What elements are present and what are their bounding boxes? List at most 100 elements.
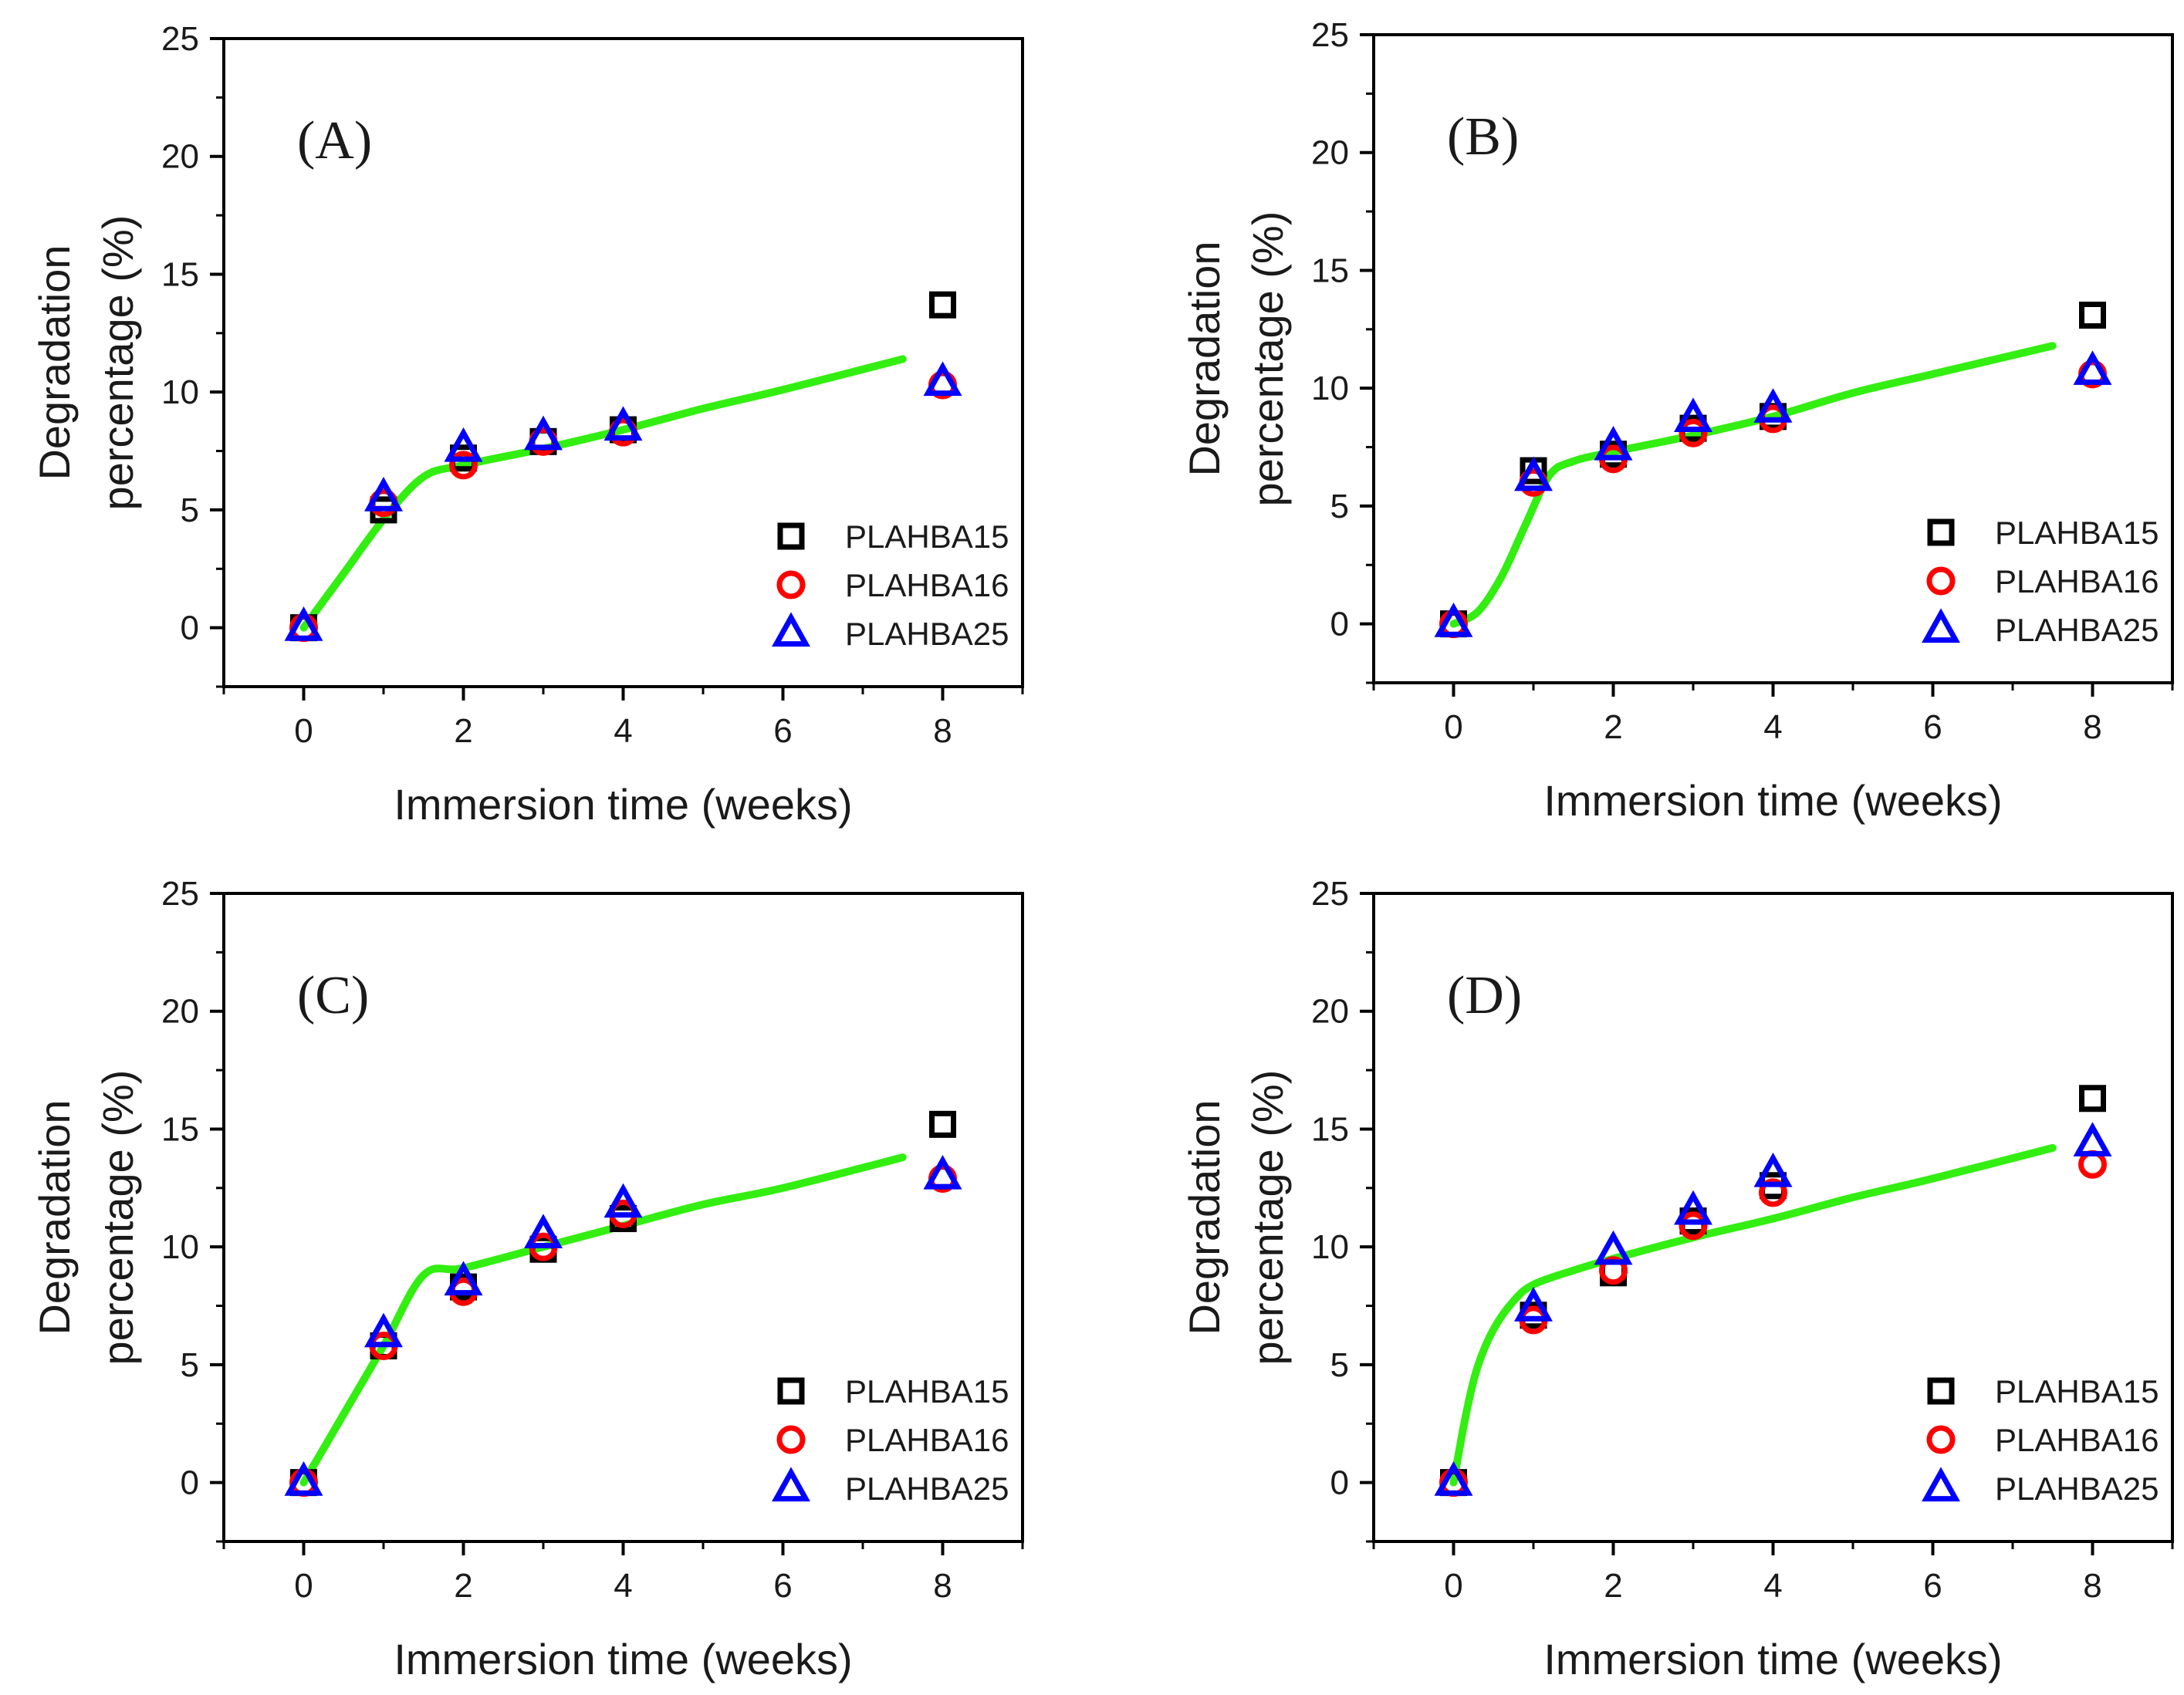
data-point-plahba16 bbox=[449, 451, 478, 480]
y-tick-label: 0 bbox=[1330, 1464, 1349, 1502]
legend-marker-plahba15 bbox=[1927, 1377, 1955, 1405]
legend-label-plahba25: PLAHBA25 bbox=[845, 1470, 1009, 1507]
x-tick-label: 6 bbox=[1923, 708, 1942, 746]
data-point-plahba25 bbox=[2073, 1122, 2112, 1156]
fit-curve bbox=[299, 1153, 907, 1487]
y-tick-label: 25 bbox=[1311, 16, 1349, 54]
y-tick-label: 20 bbox=[1311, 993, 1349, 1031]
legend-marker-plahba16 bbox=[1926, 566, 1956, 596]
x-axis-title: Immersion time (weeks) bbox=[1543, 1635, 2002, 1683]
x-tick-label: 0 bbox=[294, 1567, 313, 1605]
y-tick-label: 15 bbox=[161, 1110, 199, 1148]
data-point-plahba25 bbox=[1434, 1461, 1473, 1496]
y-tick-label: 0 bbox=[181, 1464, 199, 1502]
legend-marker-plahba16 bbox=[1926, 1425, 1956, 1454]
y-tick-label: 5 bbox=[181, 1346, 199, 1384]
y-tick-label: 15 bbox=[161, 255, 199, 293]
legend-label-plahba25: PLAHBA25 bbox=[1995, 612, 2159, 648]
legend-marker-plahba16 bbox=[776, 570, 806, 599]
y-tick-label: 10 bbox=[161, 373, 199, 411]
data-point-plahba25 bbox=[1674, 1190, 1712, 1225]
panel-label: (C) bbox=[297, 966, 369, 1025]
y-tick-label: 5 bbox=[1330, 488, 1349, 525]
data-point-plahba25 bbox=[524, 1214, 563, 1249]
data-point-plahba25 bbox=[1594, 1230, 1633, 1265]
y-tick-label: 10 bbox=[1311, 1228, 1349, 1266]
x-tick-label: 6 bbox=[1923, 1567, 1942, 1605]
y-axis-title-line2: percentage (%) bbox=[1243, 1070, 1292, 1366]
legend-label-plahba16: PLAHBA16 bbox=[845, 1422, 1009, 1458]
data-point-plahba16 bbox=[1679, 1211, 1708, 1241]
data-point-plahba25 bbox=[603, 406, 643, 441]
legend-label-plahba16: PLAHBA16 bbox=[1995, 1422, 2159, 1458]
x-tick-label: 4 bbox=[1763, 708, 1782, 746]
panel-a: 0 5 10 15 20 25 0 2 4 6 8 Immersion time (weeks) Deg… bbox=[30, 20, 1024, 829]
panel-c: 0 5 10 15 20 25 0 2 4 6 8 Immersion time (weeks) Deg… bbox=[30, 875, 1024, 1683]
y-axis-title-line2: percentage (%) bbox=[1243, 211, 1292, 507]
y-axis-title-line1: Degradation bbox=[1180, 1099, 1229, 1335]
x-tick-label: 8 bbox=[2083, 708, 2101, 746]
y-axis-title-line2: percentage (%) bbox=[93, 1070, 142, 1366]
data-point-plahba25 bbox=[444, 427, 483, 462]
data-point-plahba15 bbox=[929, 1110, 956, 1138]
legend-marker-plahba25 bbox=[1922, 608, 1960, 643]
x-tick-label: 8 bbox=[2083, 1567, 2101, 1605]
legend-marker-plahba15 bbox=[777, 1377, 805, 1405]
data-point-plahba25 bbox=[923, 361, 962, 397]
x-tick-label: 4 bbox=[1763, 1567, 1782, 1605]
data-point-plahba25 bbox=[603, 1183, 643, 1218]
y-axis-title-line2: percentage (%) bbox=[93, 215, 142, 511]
data-point-plahba16 bbox=[1599, 1256, 1628, 1285]
y-tick-label: 25 bbox=[161, 875, 199, 913]
legend-label-plahba25: PLAHBA25 bbox=[1995, 1470, 2159, 1507]
y-axis-title-line1: Degradation bbox=[1180, 241, 1229, 476]
legend-marker-plahba25 bbox=[772, 1467, 810, 1502]
y-axis-title-line1: Degradation bbox=[30, 1099, 79, 1335]
data-point-plahba15 bbox=[2079, 1085, 2106, 1113]
legend-marker-plahba16 bbox=[776, 1425, 806, 1454]
y-tick-label: 15 bbox=[1311, 252, 1349, 289]
y-tick-label: 20 bbox=[161, 993, 199, 1031]
panel-label: (B) bbox=[1447, 107, 1519, 167]
data-point-plahba16 bbox=[1759, 1178, 1787, 1207]
y-tick-label: 25 bbox=[1311, 875, 1349, 913]
y-tick-label: 5 bbox=[1330, 1346, 1349, 1384]
panel-label: (A) bbox=[297, 111, 372, 171]
legend-marker-plahba25 bbox=[1922, 1467, 1960, 1502]
data-point-plahba25 bbox=[1753, 388, 1793, 423]
data-point-plahba25 bbox=[524, 415, 563, 451]
y-tick-label: 20 bbox=[161, 138, 199, 176]
y-tick-label: 10 bbox=[1311, 370, 1349, 407]
legend-label-plahba15: PLAHBA15 bbox=[1995, 515, 2159, 551]
legend-marker-plahba15 bbox=[1927, 518, 1955, 546]
legend-marker-plahba15 bbox=[777, 522, 805, 550]
y-axis-title-line1: Degradation bbox=[30, 245, 79, 480]
x-tick-label: 2 bbox=[1604, 1567, 1622, 1605]
legend-label-plahba15: PLAHBA15 bbox=[845, 518, 1009, 555]
data-point-plahba25 bbox=[923, 1154, 962, 1190]
x-tick-label: 2 bbox=[454, 712, 472, 750]
y-tick-label: 0 bbox=[1330, 606, 1349, 643]
panel-label: (D) bbox=[1447, 966, 1522, 1025]
x-tick-label: 6 bbox=[773, 712, 792, 750]
x-tick-label: 4 bbox=[614, 1567, 632, 1605]
data-point-plahba15 bbox=[2079, 301, 2106, 329]
legend-marker-plahba25 bbox=[772, 612, 810, 647]
x-tick-label: 0 bbox=[1444, 1567, 1462, 1605]
y-tick-label: 15 bbox=[1311, 1110, 1349, 1148]
data-point-plahba25 bbox=[284, 606, 323, 641]
x-tick-label: 8 bbox=[933, 712, 952, 750]
panel-b: 0 5 10 15 20 25 0 2 4 6 8 Immersion time (weeks) Deg… bbox=[1180, 16, 2174, 825]
x-axis-title: Immersion time (weeks) bbox=[1543, 776, 2002, 825]
legend-label-plahba15: PLAHBA15 bbox=[845, 1373, 1009, 1410]
x-tick-label: 2 bbox=[1604, 708, 1622, 746]
data-point-plahba25 bbox=[1514, 456, 1553, 491]
y-tick-label: 20 bbox=[1311, 134, 1349, 172]
data-point-plahba25 bbox=[284, 1461, 323, 1496]
data-point-plahba15 bbox=[929, 291, 956, 319]
y-tick-label: 25 bbox=[161, 20, 199, 58]
x-tick-label: 8 bbox=[933, 1567, 952, 1605]
data-point-plahba25 bbox=[364, 477, 403, 512]
x-tick-label: 6 bbox=[773, 1567, 792, 1605]
